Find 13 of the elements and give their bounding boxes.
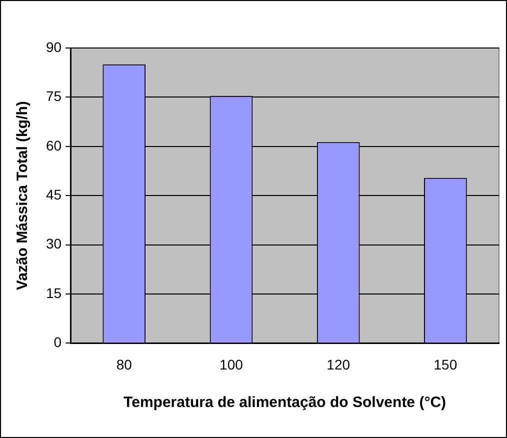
x-tick-label: 150 xyxy=(434,356,458,372)
x-tick-label: 80 xyxy=(116,356,132,372)
x-axis-title: Temperatura de alimentação do Solvente (°C) xyxy=(124,394,446,412)
y-tick-label: 15 xyxy=(46,284,62,301)
y-tick-label: 30 xyxy=(46,236,62,252)
y-tick-label: 60 xyxy=(46,137,62,154)
x-tick-label: 120 xyxy=(326,356,350,372)
y-tick-label: 45 xyxy=(46,186,62,202)
y-tick-label: 90 xyxy=(46,38,62,55)
y-tick-label: 0 xyxy=(54,334,62,350)
x-tick-label: 100 xyxy=(220,356,244,372)
y-axis-title: Vazão Mássica Total (kg/h) xyxy=(14,101,32,290)
y-tick-label: 75 xyxy=(46,88,62,104)
